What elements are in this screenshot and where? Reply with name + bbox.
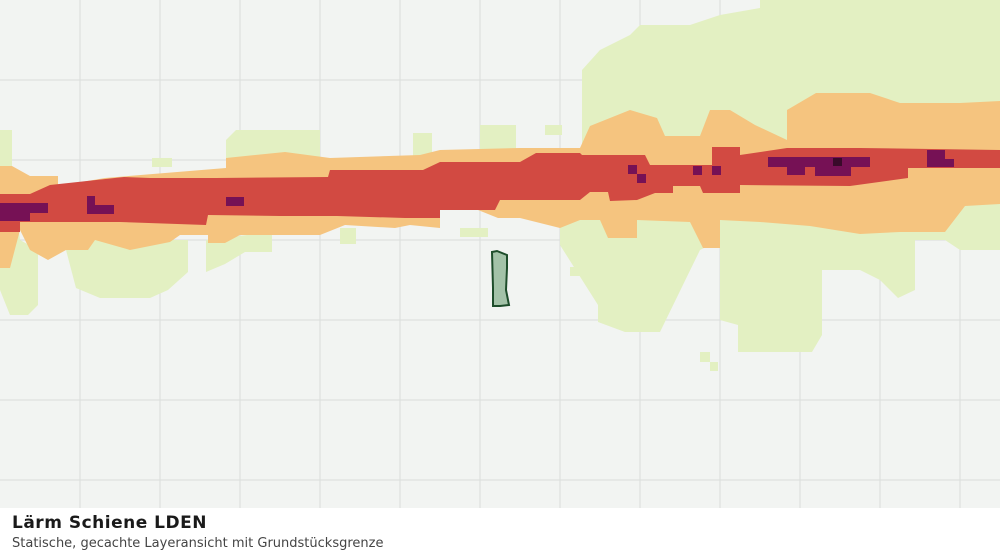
noise-zone-extreme [833,158,842,166]
noise-zone-high [0,147,1000,232]
caption: Lärm Schiene LDEN Statische, gecachte La… [0,508,1000,560]
parcel-boundary [490,249,511,307]
map [0,0,1000,508]
layer-subtitle: Statische, gecachte Layeransicht mit Gru… [12,536,384,551]
noise-zone-very-high [0,150,954,221]
layer-title: Lärm Schiene LDEN [12,513,207,533]
